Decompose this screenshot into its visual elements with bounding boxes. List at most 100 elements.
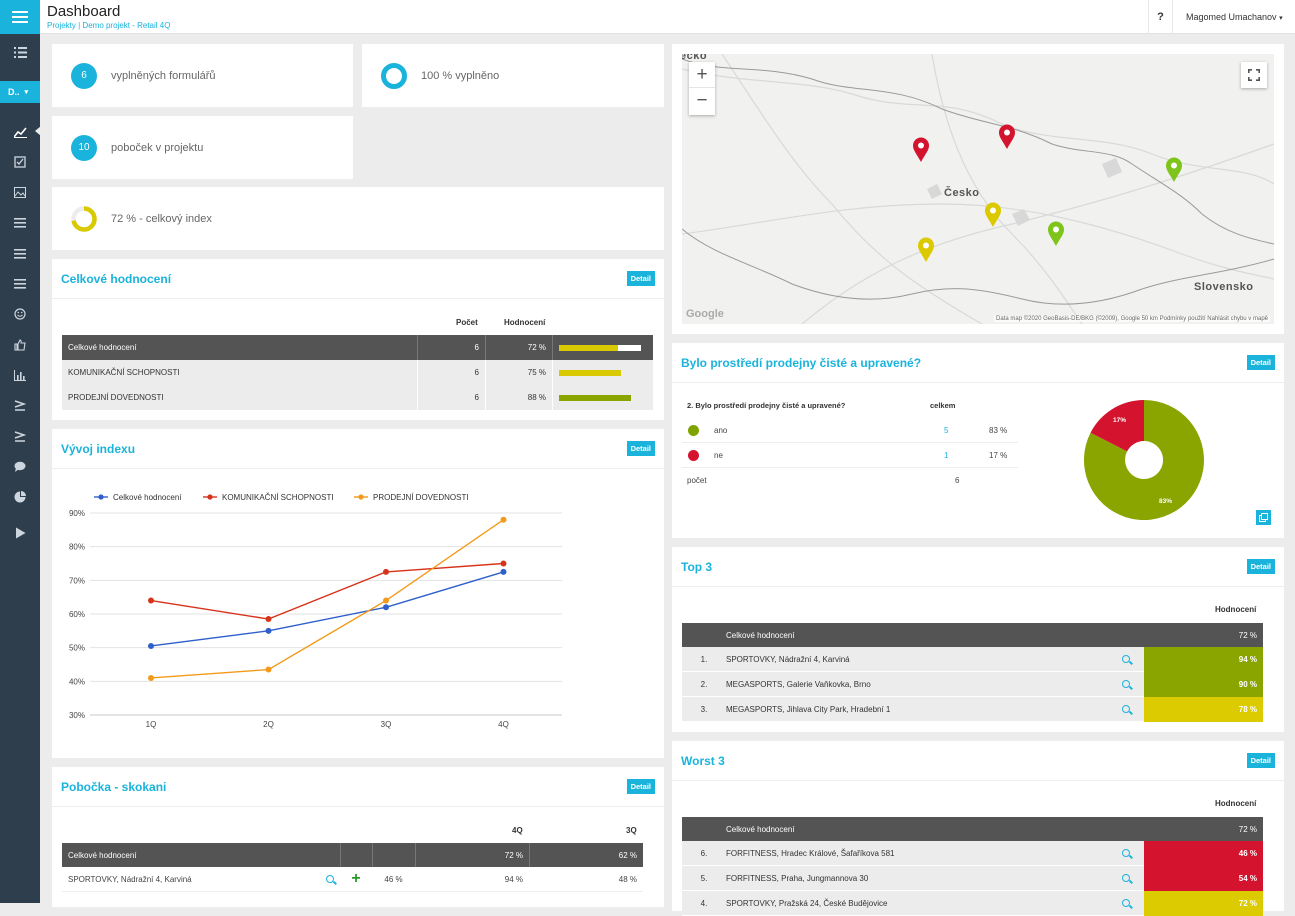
header-name: Celkové hodnocení [726,824,795,834]
legend-label[interactable]: Celkové hodnocení [113,493,182,502]
filled-label: 100 % vyplněno [421,69,500,82]
sidebar-item-play[interactable] [0,521,40,545]
map-pin-icon[interactable] [1165,157,1183,183]
user-menu[interactable]: Magomed Umachanov ▾ [1186,12,1283,22]
donut-slice-no [1090,400,1144,452]
google-logo: Google [686,308,724,320]
data-point [500,516,507,523]
sidebar-item-dashboard[interactable] [0,120,40,144]
legend-label[interactable]: PRODEJNÍ DOVEDNOSTI [373,493,469,502]
row-name: MEGASPORTS, Jihlava City Park, Hradební … [726,704,891,714]
copy-button[interactable] [1256,510,1271,525]
zoom-in-button[interactable]: + [689,62,715,88]
fullscreen-icon [1248,69,1260,81]
legend-marker [358,494,364,500]
row-name: Celkové hodnocení [62,335,417,360]
help-button[interactable]: ? [1148,0,1173,34]
detail-button[interactable]: Detail [626,441,655,456]
forms-label: vyplněných formulářů [111,69,216,82]
search-icon[interactable] [1122,849,1130,857]
detail-button[interactable]: Detail [1246,559,1275,574]
project-switcher-label: D.. [8,87,20,97]
y-tick-label: 30% [69,711,85,720]
legend-marker [98,494,104,500]
col-rating: Hodnocení [1215,799,1257,808]
detail-button[interactable]: Detail [626,271,655,286]
legend-label[interactable]: KOMUNIKAČNÍ SCHOPNOSTI [222,493,334,502]
row-name: KOMUNIKAČNÍ SCHOPNOSTI [62,360,417,385]
branches-count-badge: 10 [71,134,97,161]
progress-bar [559,344,641,351]
top-bar: Dashboard Projekty | Demo projekt - Reta… [40,0,1295,34]
sidebar-item-stats[interactable] [0,363,40,387]
progress-fill [559,394,632,401]
col-rating: Hodnocení [504,318,546,327]
project-switcher[interactable]: D.. ▾ [0,81,40,103]
zoom-out-button[interactable]: − [696,90,708,111]
trend-line-chart: 30% 40% 50% 60% 70% 80% 90% 1Q 2Q 3Q 4Q Celkové hod… [69,493,562,729]
sidebar-item-pie[interactable] [0,485,40,509]
list-icon[interactable] [0,40,40,64]
sidebar-item-photos[interactable] [0,180,40,204]
overall-rating-card: Celkové hodnocení Detail Počet Hodnocení… [52,259,664,420]
image-icon [14,186,26,198]
map-pin-icon[interactable] [984,202,1002,228]
search-icon[interactable] [1122,680,1130,688]
answer-pct: 83 % [989,425,1008,435]
answer-count-link[interactable]: 5 [944,425,949,435]
card-header: Top 3 Detail [672,547,1284,587]
page-title: Dashboard [47,3,121,20]
map-pin-icon[interactable] [998,124,1016,150]
detail-button[interactable]: Detail [1246,355,1275,370]
row-count: 6 [417,335,485,360]
total-label: počet [687,476,707,485]
legend-marker [207,494,213,500]
sidebar-item-forms[interactable] [0,150,40,174]
header-pct: 72 % [1238,824,1257,834]
detail-button[interactable]: Detail [626,779,655,794]
sidebar-item-compare-1[interactable] [0,393,40,417]
menu-toggle-button[interactable] [0,0,40,34]
detail-button[interactable]: Detail [1246,753,1275,768]
worst3-card: Worst 3 Detail Hodnocení Celkové hodnoce… [672,741,1284,916]
card-title: Bylo prostředí prodejny čisté a upravené… [681,355,922,370]
search-icon[interactable] [326,875,334,883]
sidebar-item-compare-2[interactable] [0,424,40,448]
search-icon[interactable] [1122,705,1130,713]
map-pin-icon[interactable] [1047,221,1065,247]
breadcrumb[interactable]: Projekty | Demo projekt - Retail 4Q [47,21,171,30]
map-attribution[interactable]: Data map ©2020 GeoBasis-DE/BKG (©2009), … [994,316,1270,322]
legend-dot-yes [688,424,699,436]
data-point [500,568,507,575]
search-icon[interactable] [1122,655,1130,663]
map-pin-icon[interactable] [917,237,935,263]
answers-donut-chart: 83% 17% [1083,400,1204,520]
data-point [265,666,272,673]
map[interactable]: Česko Slovensko ecko Google Data map ©20… [682,54,1274,324]
answer-row-no: ne 1 17 % [682,443,1018,468]
data-point [265,616,272,623]
row-rank: 1. [700,654,708,664]
row-diff: 46 % [384,874,403,884]
search-icon[interactable] [1122,899,1130,907]
sidebar-item-list-1[interactable] [0,211,40,235]
copy-icon [1259,513,1268,522]
y-tick-label: 80% [69,543,85,552]
answer-count-link[interactable]: 1 [944,450,949,460]
sidebar-item-comments[interactable] [0,454,40,478]
row-name-cell: SPORTOVKY, Nádražní 4, Karviná [62,867,340,891]
sidebar-item-list-3[interactable] [0,272,40,296]
col-4q: 4Q [512,826,523,835]
sidebar-item-likes[interactable] [0,333,40,357]
sidebar-item-satisfaction[interactable] [0,302,40,326]
sidebar-item-list-2[interactable] [0,242,40,266]
x-tick-label: 3Q [381,720,392,729]
row-bar-cell [552,335,653,360]
search-icon[interactable] [1122,874,1130,882]
fullscreen-button[interactable] [1241,62,1267,88]
map-pin-icon[interactable] [912,137,930,163]
col-total: celkem [930,401,956,410]
row-rank: 4. [700,898,708,908]
card-header: Worst 3 Detail [672,741,1284,781]
row-pct: 72 % [1144,890,1263,916]
